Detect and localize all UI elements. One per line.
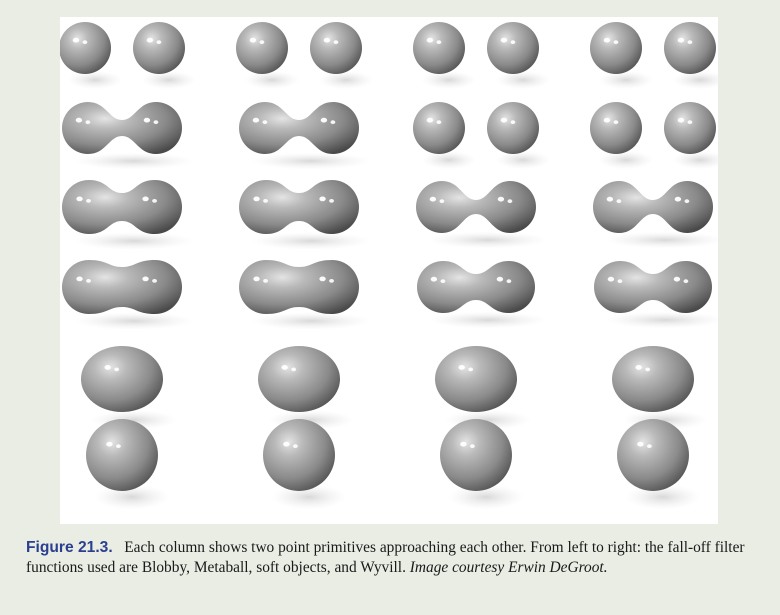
blob-cell — [81, 346, 178, 430]
blob-cell — [236, 22, 374, 90]
blob-cell — [413, 22, 551, 90]
blob-cell — [239, 180, 371, 250]
blob-cell — [416, 181, 548, 249]
blob-cell — [413, 102, 551, 170]
blob-cell — [62, 102, 194, 170]
blob-cell — [60, 22, 197, 90]
figure-image — [60, 17, 718, 524]
figure-label: Figure 21.3. — [26, 539, 113, 556]
blob-cell — [590, 22, 718, 90]
blob-cell — [239, 260, 371, 330]
blob-cell — [594, 261, 718, 329]
blob-cell — [258, 346, 355, 430]
blob-cell — [590, 102, 718, 170]
blob-cell — [612, 346, 709, 430]
caption-text: Each column shows two point primitives a… — [26, 539, 745, 576]
figure-caption: Figure 21.3. Each column shows two point… — [26, 538, 761, 578]
blob-cell — [617, 419, 701, 510]
blob-rendering — [60, 22, 718, 510]
blob-cell — [239, 102, 371, 170]
blob-cell — [62, 260, 194, 330]
blob-cell — [417, 261, 547, 329]
blob-cell — [435, 346, 532, 430]
blob-cell — [86, 419, 170, 510]
blob-cell — [263, 419, 347, 510]
blob-cell — [593, 181, 718, 249]
blob-cell — [62, 180, 194, 250]
blob-cell — [440, 419, 524, 510]
image-credit: Image courtesy Erwin DeGroot. — [409, 559, 608, 576]
